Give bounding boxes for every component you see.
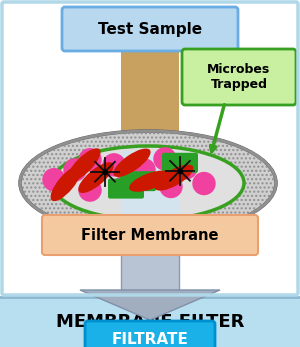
Circle shape	[64, 159, 86, 181]
Bar	[121, 252, 179, 290]
Ellipse shape	[78, 162, 114, 193]
Circle shape	[79, 179, 101, 201]
Bar	[121, 218, 179, 252]
Text: Test Sample: Test Sample	[98, 22, 202, 36]
Bar	[0, 297, 300, 347]
Ellipse shape	[129, 170, 171, 192]
Circle shape	[79, 149, 101, 171]
Circle shape	[115, 175, 137, 197]
Bar	[121, 48, 179, 165]
Polygon shape	[80, 290, 220, 320]
Ellipse shape	[51, 166, 81, 201]
Bar	[121, 151, 179, 215]
Text: Microbes
Trapped: Microbes Trapped	[207, 63, 271, 91]
Circle shape	[160, 176, 182, 197]
FancyBboxPatch shape	[42, 215, 258, 255]
Ellipse shape	[52, 146, 244, 220]
FancyBboxPatch shape	[85, 321, 215, 347]
Circle shape	[103, 154, 125, 176]
Ellipse shape	[68, 148, 100, 181]
Circle shape	[43, 169, 65, 191]
FancyBboxPatch shape	[182, 49, 296, 105]
FancyBboxPatch shape	[162, 153, 198, 173]
FancyBboxPatch shape	[120, 171, 156, 191]
FancyBboxPatch shape	[108, 179, 144, 198]
FancyBboxPatch shape	[62, 7, 238, 51]
Text: FILTRATE: FILTRATE	[112, 331, 188, 347]
Circle shape	[133, 159, 155, 181]
Circle shape	[175, 157, 197, 179]
Text: Filter Membrane: Filter Membrane	[81, 228, 219, 243]
Text: MEMBRANE FILTER: MEMBRANE FILTER	[56, 313, 244, 331]
Ellipse shape	[154, 164, 194, 191]
Ellipse shape	[20, 131, 276, 235]
Circle shape	[193, 172, 215, 195]
Ellipse shape	[113, 149, 151, 177]
Circle shape	[154, 148, 176, 170]
